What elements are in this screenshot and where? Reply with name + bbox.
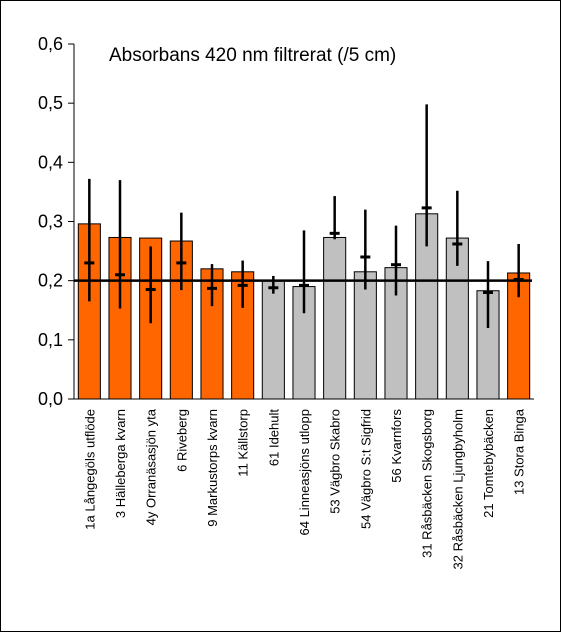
- y-axis: 0,0 0,1 0,2 0,3 0,4 0,5 0,6: [38, 34, 534, 409]
- x-axis-labels: 1a Långegöls utflöde 3 Hälleberga kvarn 4y…: [82, 408, 526, 569]
- bar-7: [261, 280, 285, 400]
- y-tick-label-0: 0,0: [38, 389, 63, 409]
- y-tick-label-6: 0,6: [38, 34, 63, 54]
- y-tick-label-2: 0,2: [38, 271, 63, 291]
- x-tick-label-3: 4y Orranäsasjön yta: [144, 408, 159, 525]
- x-tick-label-8: 64 Linneasjöns utlopp: [297, 409, 312, 536]
- x-tick-label-10: 54 Vägbro S:t Sigfrid: [358, 409, 373, 529]
- y-tick-label-1: 0,1: [38, 330, 63, 350]
- x-tick-label-9: 53 Vägbro Skabro: [328, 409, 343, 514]
- y-tick-label-4: 0,4: [38, 152, 63, 172]
- bars-group: [77, 213, 531, 400]
- x-tick-label-5: 9 Markustorps kvarn: [205, 409, 220, 527]
- x-tick-label-15: 13 Stora Binga: [512, 408, 527, 495]
- x-tick-label-1: 1a Långegöls utflöde: [82, 409, 97, 530]
- y-tick-label-3: 0,3: [38, 212, 63, 232]
- chart-title: Absorbans 420 nm filtrerat (/5 cm): [109, 45, 396, 66]
- bar-10: [353, 271, 377, 400]
- x-tick-label-11: 56 Kvarnfors: [389, 409, 404, 483]
- x-tick-label-12: 31 Råsbäcken Skogsborg: [420, 409, 435, 558]
- x-tick-label-2: 3 Hälleberga kvarn: [113, 409, 128, 518]
- x-tick-label-6: 11 Källstorp: [236, 409, 251, 477]
- y-tick-label-5: 0,5: [38, 93, 63, 113]
- x-tick-label-14: 21 Tomtebybäcken: [481, 409, 496, 518]
- bar-9: [323, 236, 347, 400]
- x-tick-label-4: 6 Riveberg: [174, 409, 189, 472]
- x-tick-label-13: 32 Råsbäcken Ljungbyholm: [450, 409, 465, 569]
- x-tick-label-7: 61 Idehult: [266, 409, 281, 466]
